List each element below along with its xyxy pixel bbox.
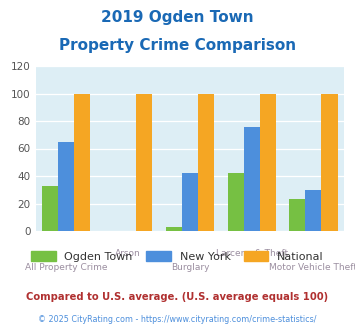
Bar xyxy=(198,93,214,231)
Legend: Ogden Town, New York, National: Ogden Town, New York, National xyxy=(27,247,328,267)
Text: 2019 Ogden Town: 2019 Ogden Town xyxy=(101,10,254,25)
Bar xyxy=(182,173,198,231)
Bar xyxy=(244,126,260,231)
Text: Larceny & Theft: Larceny & Theft xyxy=(215,249,288,258)
Bar xyxy=(228,173,244,231)
Text: © 2025 CityRating.com - https://www.cityrating.com/crime-statistics/: © 2025 CityRating.com - https://www.city… xyxy=(38,315,317,324)
Bar xyxy=(58,142,75,231)
Bar xyxy=(136,93,152,231)
Bar xyxy=(75,93,91,231)
Text: Arson: Arson xyxy=(115,249,141,258)
Bar xyxy=(260,93,276,231)
Text: All Property Crime: All Property Crime xyxy=(25,263,108,272)
Bar xyxy=(166,227,182,231)
Bar xyxy=(289,199,305,231)
Bar xyxy=(42,185,58,231)
Text: Motor Vehicle Theft: Motor Vehicle Theft xyxy=(269,263,355,272)
Text: Property Crime Comparison: Property Crime Comparison xyxy=(59,38,296,53)
Text: Compared to U.S. average. (U.S. average equals 100): Compared to U.S. average. (U.S. average … xyxy=(26,292,329,302)
Text: Burglary: Burglary xyxy=(171,263,209,272)
Bar xyxy=(322,93,338,231)
Bar xyxy=(305,190,322,231)
